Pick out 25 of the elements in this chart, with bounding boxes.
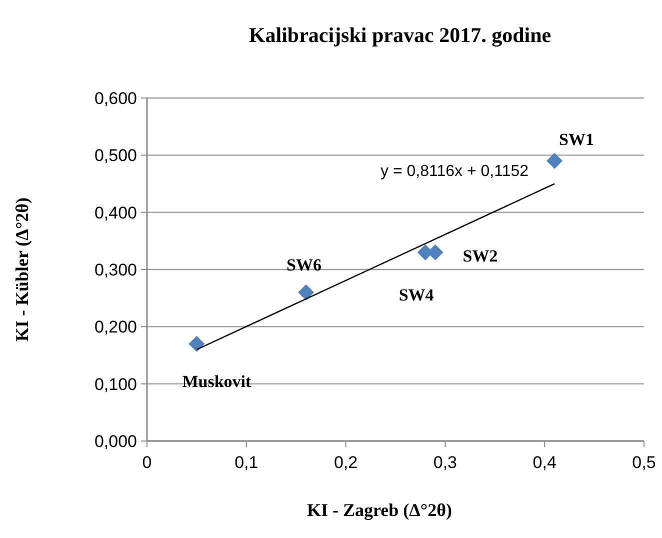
y-tick-label: 0,300 (94, 260, 137, 280)
annotation: y = 0,8116x + 0,1152 (380, 162, 529, 180)
x-tick-label: 0,2 (334, 453, 358, 472)
y-tick-label: 0,000 (94, 432, 137, 451)
y-tick-label: 0,400 (94, 203, 137, 222)
x-tick-label: 0,3 (433, 453, 458, 472)
annotation: Muskovit (182, 372, 252, 391)
annotation: SW4 (398, 285, 434, 304)
chart-title: Kalibracijski pravac 2017. godine (248, 23, 552, 47)
x-tick-label: 0,1 (234, 453, 258, 472)
x-tick-label: 0 (142, 453, 152, 472)
y-tick-label: 0,600 (94, 88, 137, 108)
x-tick-label: 0,5 (632, 453, 656, 472)
point (298, 284, 314, 300)
x-tick-label: 0,4 (532, 453, 556, 472)
annotation: SW1 (559, 130, 594, 149)
annotation: SW2 (462, 246, 498, 266)
y-tick-label: 0,200 (94, 318, 137, 337)
annotation: SW6 (286, 255, 322, 274)
y-tick-label: 0,100 (94, 374, 137, 394)
y-tick-label: 0,500 (94, 146, 137, 166)
point (188, 336, 205, 352)
point (546, 152, 563, 169)
x-axis-title: KI - Zagreb (Δ°2θ) (306, 500, 452, 520)
y-axis-title: KI - Kübler (Δ°2θ) (12, 197, 32, 342)
